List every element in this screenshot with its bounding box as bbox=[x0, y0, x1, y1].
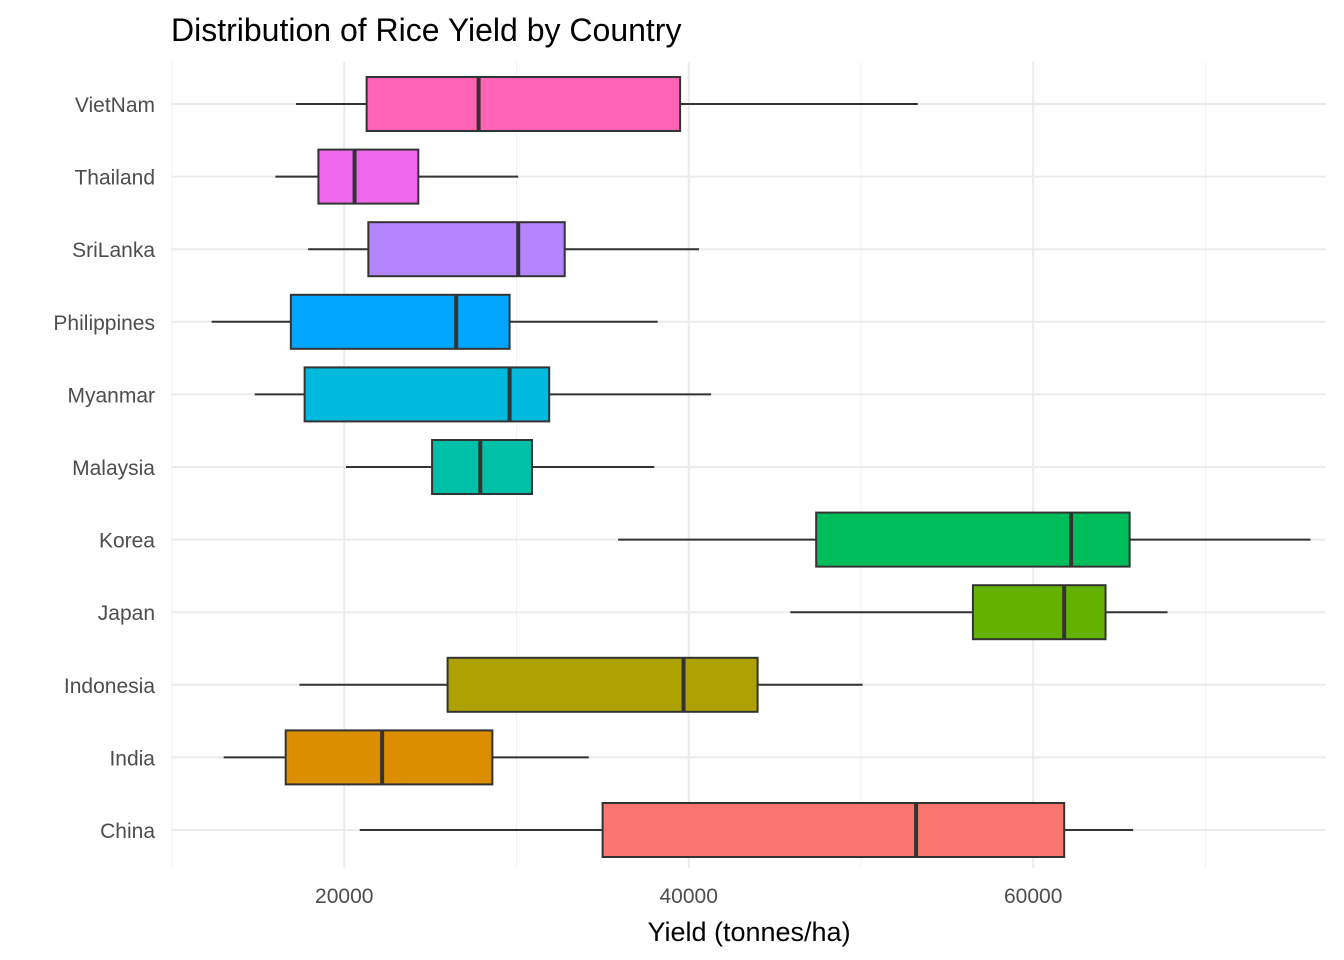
chart-title: Distribution of Rice Yield by Country bbox=[171, 12, 681, 48]
iqr-box bbox=[367, 221, 566, 278]
box-group-china bbox=[359, 802, 1134, 858]
iqr-box bbox=[317, 148, 420, 205]
x-tick-label: 60000 bbox=[1004, 885, 1062, 908]
y-tick-label: VietNam bbox=[75, 94, 155, 117]
box-group-thailand bbox=[275, 148, 519, 205]
y-tick-label: China bbox=[100, 820, 155, 843]
x-axis-tick-labels: 20000 40000 60000 bbox=[315, 885, 1062, 908]
iqr-box bbox=[303, 366, 551, 423]
box-group-korea bbox=[618, 511, 1311, 568]
box-group-vietnam bbox=[296, 76, 918, 132]
y-tick-label: SriLanka bbox=[72, 239, 155, 262]
iqr-box bbox=[971, 584, 1107, 641]
y-tick-label: Myanmar bbox=[67, 384, 155, 407]
y-tick-label: Thailand bbox=[74, 167, 155, 190]
box-group-myanmar bbox=[254, 366, 712, 423]
iqr-box bbox=[365, 76, 682, 132]
box-series bbox=[211, 76, 1311, 858]
iqr-box bbox=[601, 802, 1066, 858]
iqr-box bbox=[446, 656, 759, 713]
y-tick-label: Japan bbox=[98, 602, 155, 625]
y-tick-label: Philippines bbox=[53, 312, 155, 335]
iqr-box bbox=[815, 511, 1131, 568]
box-group-srilanka bbox=[308, 221, 700, 278]
box-group-india bbox=[223, 729, 589, 786]
x-axis-title: Yield (tonnes/ha) bbox=[647, 917, 850, 947]
box-group-indonesia bbox=[299, 656, 863, 713]
y-tick-label: Indonesia bbox=[64, 675, 155, 698]
box-group-philippines bbox=[211, 293, 658, 350]
y-tick-label: India bbox=[109, 747, 155, 770]
x-tick-label: 40000 bbox=[660, 885, 718, 908]
box-group-japan bbox=[790, 584, 1168, 641]
y-tick-label: Korea bbox=[99, 530, 155, 553]
y-axis-tick-labels: China India Indonesia Japan Korea Malaysia Mya… bbox=[53, 94, 155, 843]
iqr-box bbox=[289, 293, 511, 350]
iqr-box bbox=[284, 729, 494, 786]
y-tick-label: Malaysia bbox=[72, 457, 155, 480]
x-tick-label: 20000 bbox=[315, 885, 373, 908]
box-group-malaysia bbox=[345, 439, 655, 495]
